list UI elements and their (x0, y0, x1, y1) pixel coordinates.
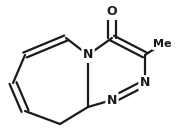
Text: Me: Me (153, 39, 171, 49)
Text: O: O (107, 6, 117, 18)
Text: N: N (107, 94, 117, 107)
Text: N: N (140, 76, 150, 90)
Text: N: N (83, 48, 93, 62)
